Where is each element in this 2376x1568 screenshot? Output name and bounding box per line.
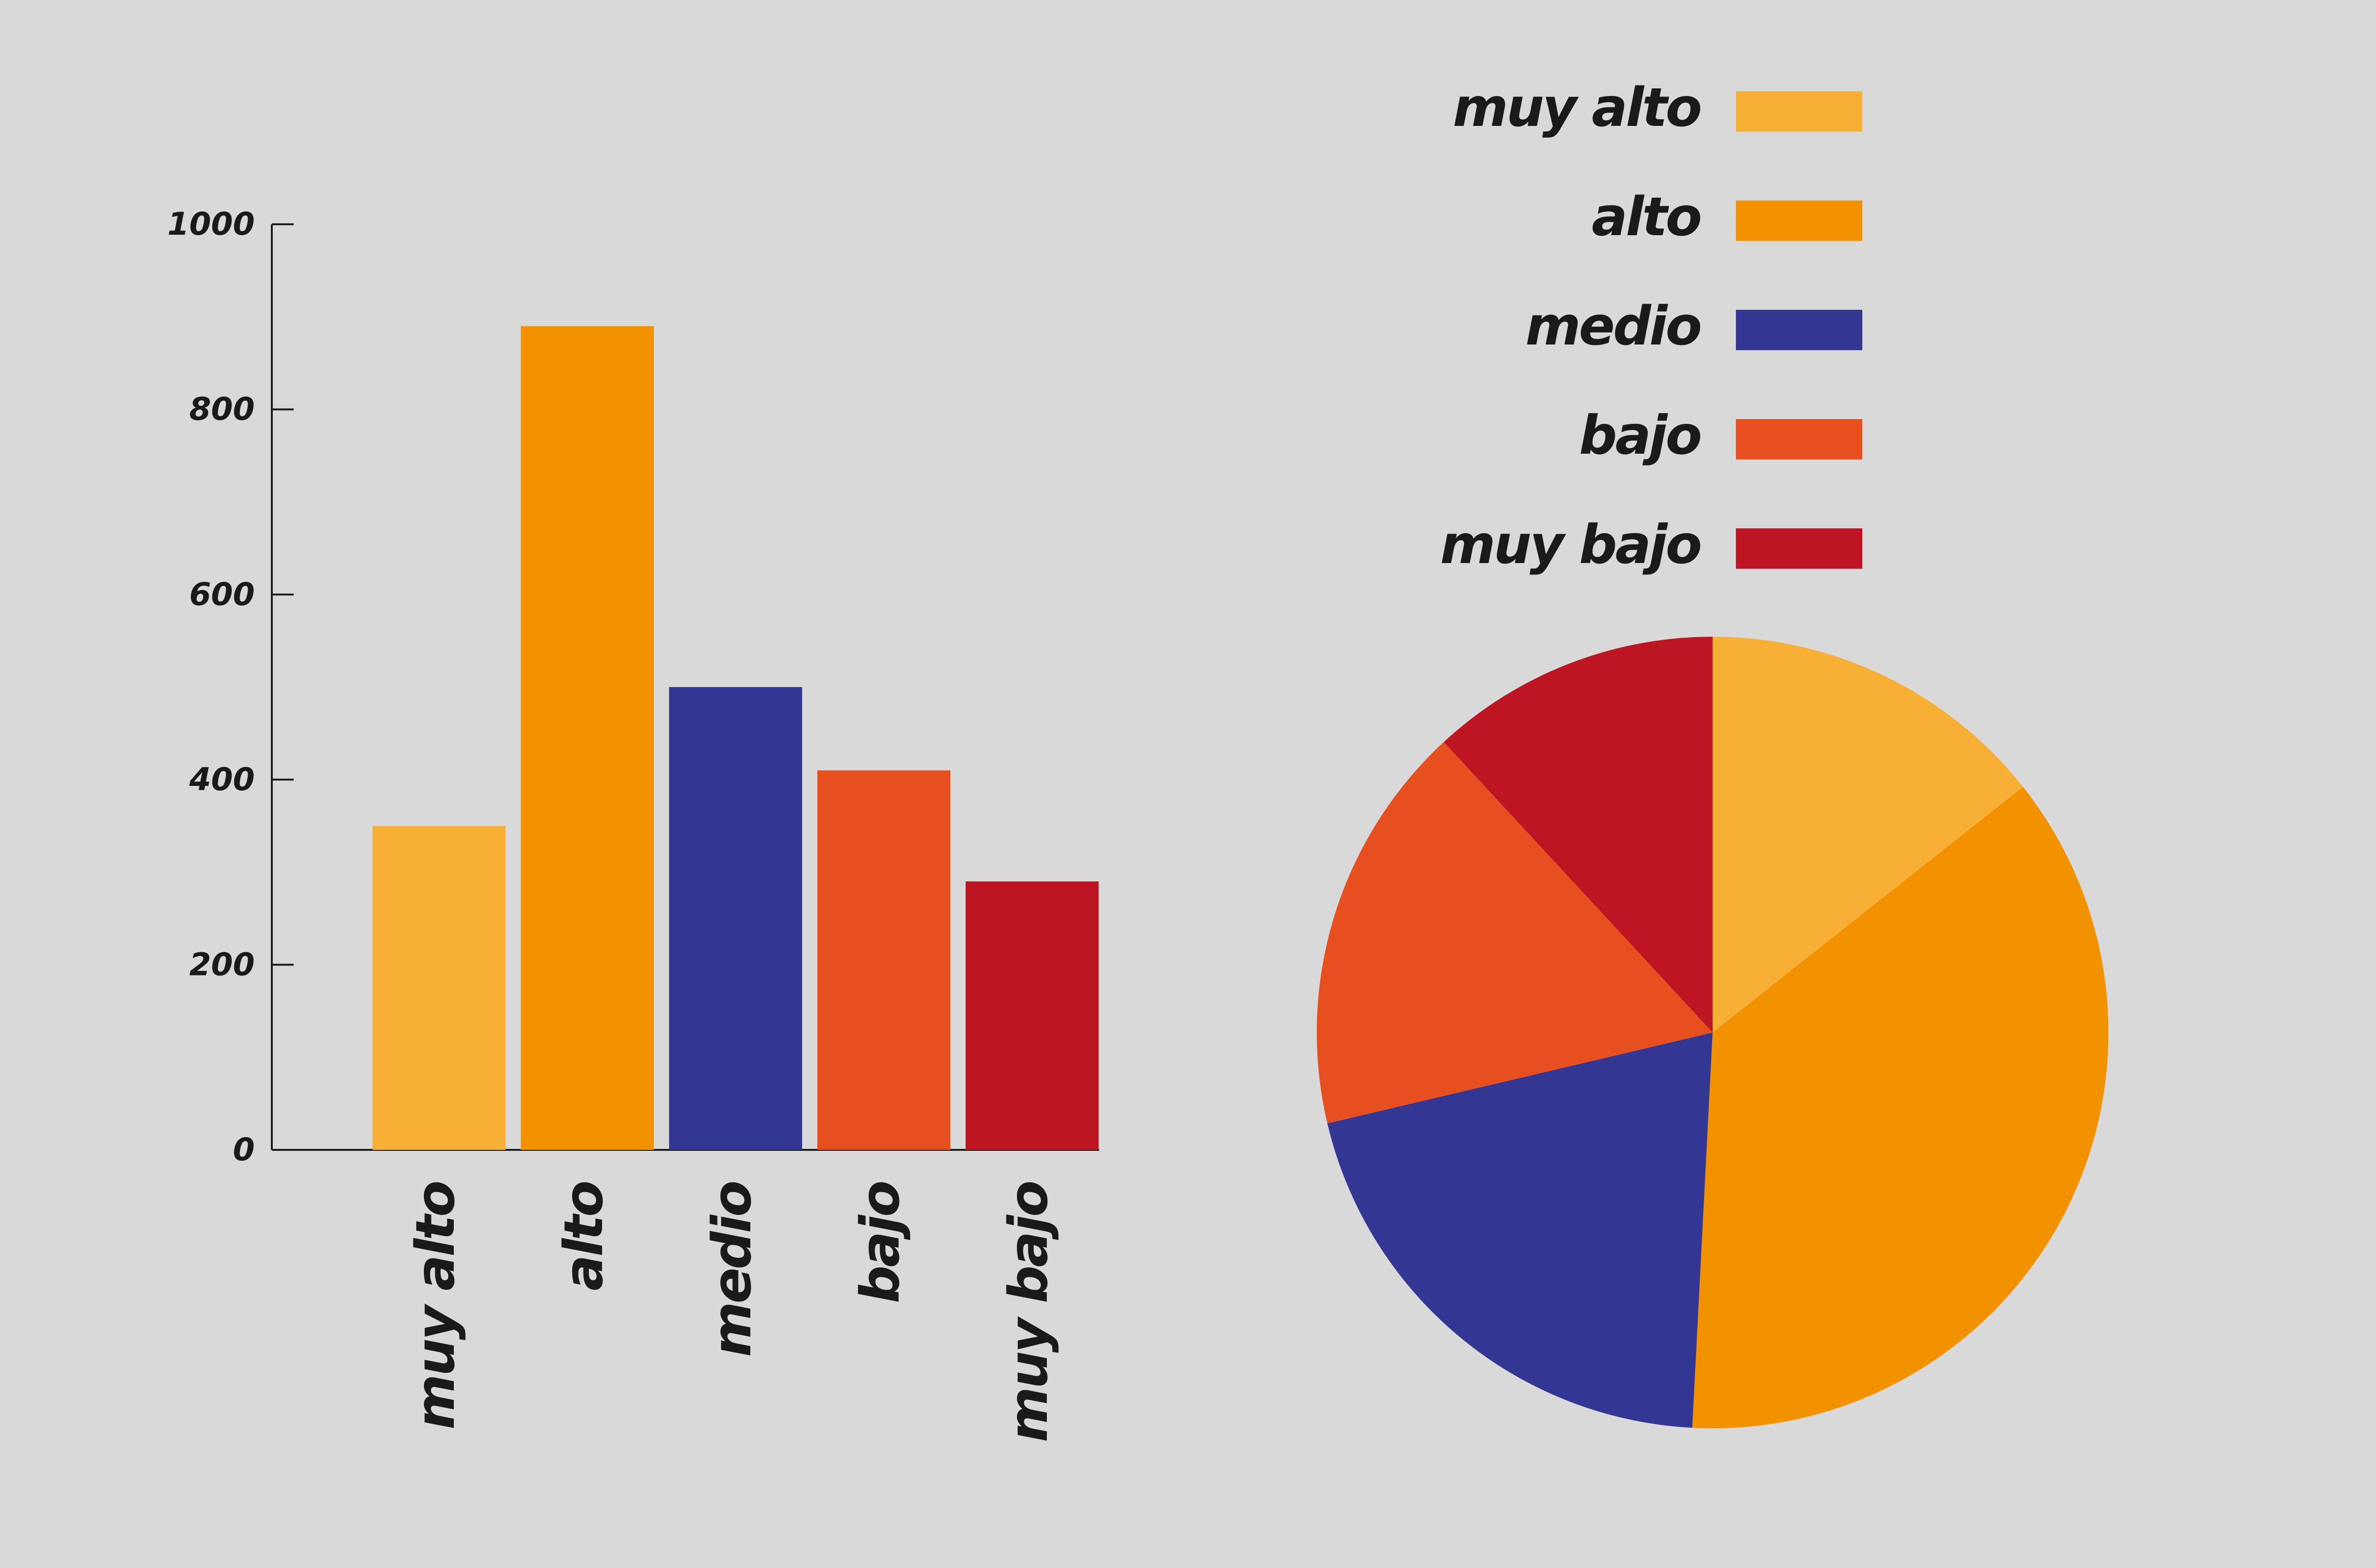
legend-label: alto bbox=[1592, 186, 1701, 248]
legend-label: medio bbox=[1525, 296, 1700, 357]
bar bbox=[966, 881, 1099, 1150]
legend-swatch bbox=[1736, 310, 1862, 350]
legend-swatch bbox=[1736, 91, 1862, 132]
legend-swatch bbox=[1736, 528, 1862, 569]
x-tick-label: bajo bbox=[850, 1182, 911, 1303]
legend-swatch bbox=[1736, 201, 1862, 241]
bar bbox=[521, 326, 654, 1150]
pie-slice bbox=[1327, 1033, 1713, 1428]
bar bbox=[669, 687, 802, 1150]
legend-label: muy bajo bbox=[1440, 514, 1700, 576]
pie-slice bbox=[1713, 637, 2023, 1033]
x-tick-label: alto bbox=[553, 1182, 615, 1291]
y-tick-label: 600 bbox=[189, 576, 255, 612]
y-tick-label: 1000 bbox=[167, 206, 255, 242]
y-tick-label: 200 bbox=[189, 946, 255, 983]
x-tick-label: medio bbox=[701, 1182, 763, 1357]
pie-slice bbox=[1692, 787, 2108, 1428]
y-tick-label: 800 bbox=[189, 391, 255, 428]
legend-label: muy alto bbox=[1453, 77, 1700, 139]
y-tick-label: 400 bbox=[189, 761, 255, 798]
legend-swatch bbox=[1736, 419, 1862, 459]
pie-slice bbox=[1317, 742, 1713, 1124]
bar bbox=[817, 770, 950, 1150]
x-tick-label: muy alto bbox=[405, 1182, 467, 1430]
y-tick-label: 0 bbox=[233, 1131, 255, 1168]
pie-slice bbox=[1444, 637, 1713, 1033]
legend-label: bajo bbox=[1579, 405, 1700, 467]
bar bbox=[373, 826, 506, 1150]
x-tick-label: muy bajo bbox=[998, 1182, 1060, 1443]
